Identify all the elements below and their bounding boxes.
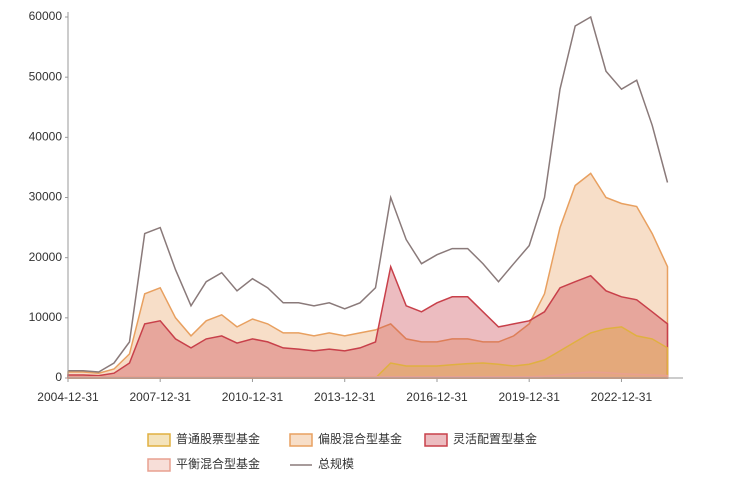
legend-label: 平衡混合型基金 bbox=[176, 456, 260, 471]
x-tick-label: 2007-12-31 bbox=[129, 390, 191, 404]
y-tick-label: 60000 bbox=[29, 9, 63, 23]
x-tick-label: 2004-12-31 bbox=[37, 390, 99, 404]
x-tick-label: 2013-12-31 bbox=[314, 390, 376, 404]
legend-label: 总规模 bbox=[318, 456, 354, 471]
x-tick-label: 2019-12-31 bbox=[498, 390, 560, 404]
x-tick-label: 2022-12-31 bbox=[591, 390, 653, 404]
legend-label: 普通股票型基金 bbox=[176, 431, 260, 446]
y-tick-label: 20000 bbox=[29, 250, 63, 264]
area bbox=[67, 371, 669, 379]
legend-label: 偏股混合型基金 bbox=[318, 431, 402, 446]
legend-label: 灵活配置型基金 bbox=[453, 431, 537, 446]
x-tick-label: 2010-12-31 bbox=[222, 390, 284, 404]
legend-swatch bbox=[289, 433, 313, 447]
area bbox=[67, 264, 669, 379]
legend-swatch bbox=[147, 433, 171, 447]
y-tick-label: 30000 bbox=[29, 190, 63, 204]
y-tick-label: 10000 bbox=[29, 310, 63, 324]
y-tick-label: 40000 bbox=[29, 130, 63, 144]
legend-swatch bbox=[424, 433, 448, 447]
legend-swatch bbox=[147, 458, 171, 472]
area bbox=[67, 172, 669, 379]
total-line bbox=[68, 15, 669, 373]
y-tick-label: 0 bbox=[55, 370, 62, 384]
x-tick-label: 2016-12-31 bbox=[406, 390, 468, 404]
y-tick-label: 50000 bbox=[29, 69, 63, 83]
